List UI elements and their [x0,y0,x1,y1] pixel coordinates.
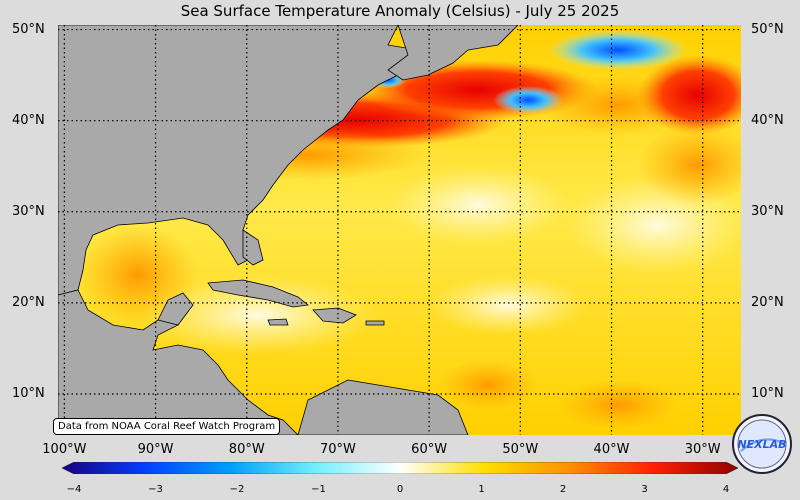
lon-label: 30°W [684,442,721,457]
colorbar-tick-label: 4 [722,484,730,495]
colorbar-gradient [62,462,738,474]
lon-label: 80°W [228,442,265,457]
lat-label-left: 50°N [12,21,45,37]
colorbar-tick-label: −2 [229,484,245,495]
lat-label-left: 30°N [12,203,45,219]
cuba [207,279,309,308]
lat-label-left: 40°N [12,112,45,128]
colorbar-tick-label: 1 [478,484,485,495]
nexlab-logo: NEXLAB [732,414,792,474]
lon-label: 40°W [593,442,630,457]
lat-label-right: 40°N [751,112,784,128]
mexico-central-america [58,289,299,435]
colorbar-tick-label: −4 [66,484,82,495]
lon-label: 100°W [42,442,87,457]
hispaniola [312,307,357,324]
colorbar-tick-label: 0 [396,484,404,495]
canada-maritime [387,25,519,81]
north-america [58,25,419,296]
florida [242,229,264,266]
lon-label: 70°W [319,442,356,457]
lat-label-right: 50°N [751,21,784,37]
lat-label-left: 20°N [12,294,45,310]
data-source-note: Data from NOAA Coral Reef Watch Program [53,418,281,435]
colorbar-tick-label: −1 [311,484,326,495]
lat-label-right: 10°N [751,386,784,401]
jamaica [267,318,289,326]
sst-anomaly-map [58,25,741,435]
lat-label-left: 10°N [12,386,45,401]
lon-label: 90°W [137,442,174,457]
colorbar-tick-label: 3 [641,484,648,495]
lon-label: 60°W [411,442,448,457]
graticule [58,25,741,435]
lat-label-right: 20°N [751,294,784,310]
map-title: Sea Surface Temperature Anomaly (Celsius… [180,2,620,20]
logo-text: NEXLAB [737,438,786,451]
south-america [297,379,469,435]
puerto-rico [365,320,385,326]
lon-label: 50°W [502,442,539,457]
map-canvas [58,25,741,435]
colorbar-tick-label: 2 [559,484,567,495]
colorbar-tick-label: −3 [148,484,163,495]
land [58,25,519,435]
colorbar [62,462,738,474]
lat-label-right: 30°N [751,203,784,219]
